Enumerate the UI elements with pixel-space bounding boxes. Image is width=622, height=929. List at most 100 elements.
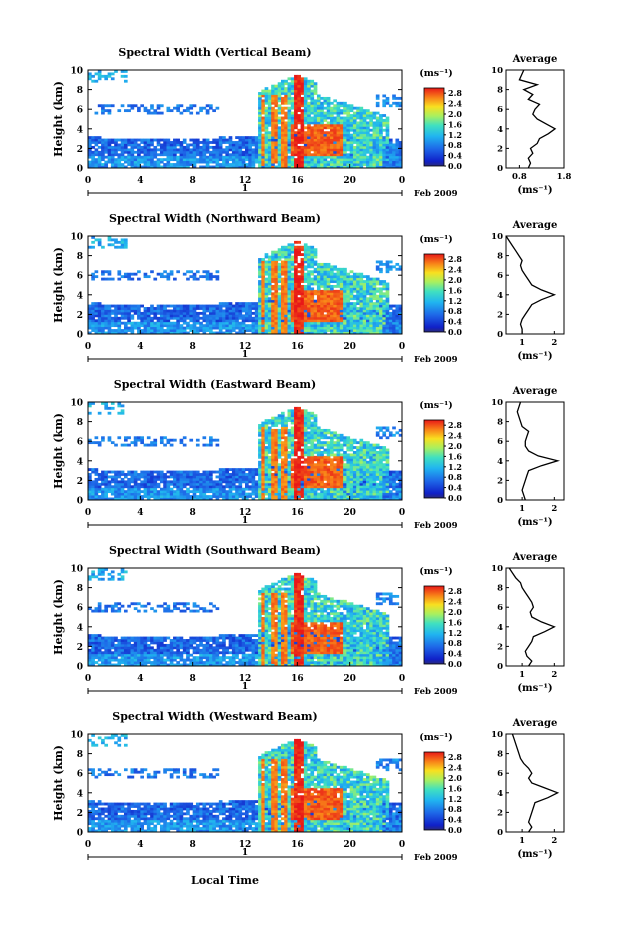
heatmap-cell [290, 258, 295, 261]
heatmap-cell [290, 485, 295, 489]
heatmap-cell [300, 441, 305, 445]
heatmap-cell [222, 155, 226, 159]
heatmap-cell [225, 482, 230, 486]
heatmap-cell [156, 309, 161, 313]
heatmap-cell [199, 480, 203, 484]
heatmap-cell [280, 128, 285, 132]
heatmap-cell [290, 89, 295, 93]
colorbar-tick-label: 2.0 [448, 275, 462, 285]
heatmap-cell [290, 451, 295, 454]
heatmap-cell [379, 150, 383, 154]
heatmap-cell [130, 470, 135, 474]
heatmap-cell [218, 482, 223, 486]
heatmap-cell [359, 311, 364, 315]
heatmap-cell [307, 148, 311, 152]
heatmap-cell [202, 324, 207, 328]
heatmap-cell [284, 89, 288, 93]
heatmap-cell [366, 109, 370, 113]
heatmap-cell [323, 138, 328, 142]
heatmap-cell [287, 82, 292, 86]
heatmap-cell [264, 319, 269, 323]
heatmap-cell [199, 307, 203, 310]
heatmap-cell [159, 148, 164, 152]
heatmap-cell [362, 321, 367, 325]
heatmap-cell [290, 480, 295, 484]
heatmap-cell [254, 160, 259, 164]
heatmap-cell [130, 309, 135, 313]
heatmap-cell [88, 475, 92, 479]
heatmap-cell [303, 126, 308, 130]
heatmap-cell [290, 272, 295, 276]
heatmap-cell [88, 307, 92, 310]
heatmap-cell [215, 145, 220, 149]
heatmap-cell [300, 272, 305, 276]
heatmap-cell [182, 473, 187, 476]
heatmap-cell [231, 487, 236, 491]
heatmap-cell [392, 309, 396, 313]
heatmap-cell [231, 143, 236, 147]
heatmap-cell [179, 316, 184, 320]
heatmap-cell [277, 492, 282, 496]
heatmap-cell [343, 316, 347, 320]
heatmap-cell [352, 126, 357, 130]
heatmap-cell [343, 272, 347, 276]
heatmap-cell [143, 138, 148, 142]
heatmap-cell [107, 436, 112, 440]
heatmap-cell [159, 104, 164, 108]
heatmap-cell [297, 155, 301, 159]
heatmap-cell [310, 94, 315, 98]
heatmap-cell [231, 492, 236, 496]
heatmap-cell [359, 275, 364, 279]
heatmap-cell [123, 240, 128, 244]
heatmap-cell [271, 441, 275, 445]
heatmap-cell [163, 329, 167, 332]
heatmap-cell [258, 143, 262, 147]
heatmap-cell [215, 492, 220, 496]
heatmap-cell [195, 307, 200, 310]
heatmap-cell [284, 326, 288, 330]
heatmap-cell [186, 307, 190, 310]
heatmap-cell [218, 326, 223, 330]
heatmap-cell [238, 136, 243, 139]
heatmap-cell [137, 497, 141, 501]
heatmap-cell [300, 473, 305, 476]
heatmap-cell [349, 160, 354, 164]
heatmap-cell [245, 155, 249, 159]
heatmap-cell [166, 153, 171, 157]
heatmap-cell [388, 307, 393, 310]
heatmap-cell [179, 492, 184, 496]
heatmap-cell [209, 160, 213, 164]
heatmap-cell [300, 448, 305, 452]
heatmap-cell [339, 275, 344, 279]
heatmap-cell [388, 148, 393, 152]
heatmap-cell [300, 455, 305, 459]
heatmap-cell [294, 436, 298, 440]
heatmap-cell [251, 475, 256, 479]
heatmap-cell [336, 326, 341, 330]
heatmap-cell [307, 109, 311, 113]
heatmap-cell [343, 150, 347, 154]
heatmap-cell [104, 492, 109, 496]
heatmap-cell [343, 280, 347, 283]
heatmap-cell [303, 87, 308, 90]
heatmap-cell [163, 138, 167, 142]
heatmap-cell [369, 158, 373, 162]
heatmap-cell [267, 455, 272, 459]
heatmap-cell [231, 475, 236, 479]
heatmap-cell [205, 329, 210, 332]
heatmap-cell [297, 292, 301, 296]
heatmap-cell [153, 138, 158, 142]
average-x-tick-label: 1.8 [557, 172, 572, 182]
heatmap-cell [258, 307, 262, 310]
heatmap-cell [137, 153, 141, 157]
heatmap-cell [192, 104, 197, 108]
heatmap-cell [97, 302, 102, 305]
heatmap-cell [261, 453, 266, 457]
heatmap-cell [264, 253, 269, 256]
heatmap-cell [94, 477, 99, 481]
heatmap-cell [280, 458, 285, 462]
heatmap-cell [267, 436, 272, 440]
heatmap-cell [228, 311, 233, 315]
heatmap-cell [274, 448, 279, 452]
heatmap-cell [346, 277, 351, 281]
